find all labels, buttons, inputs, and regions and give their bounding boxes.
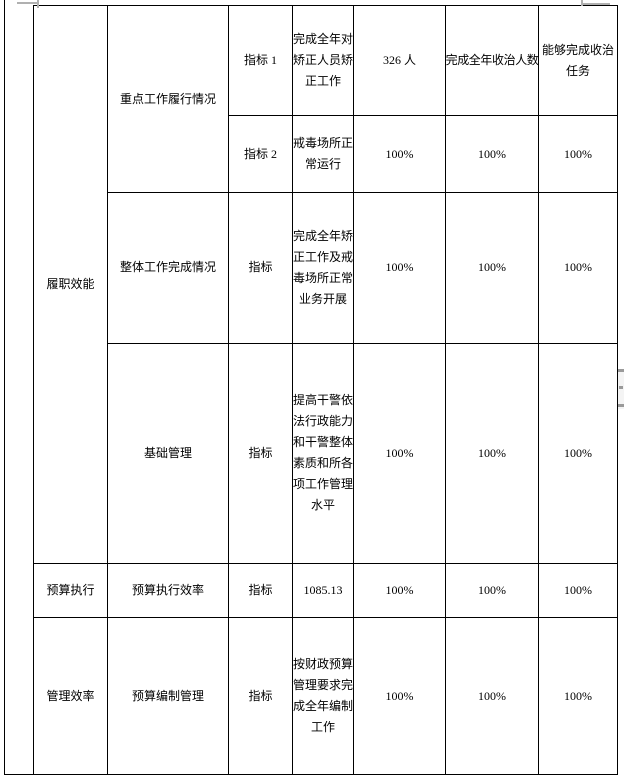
col-line-3: [292, 5, 293, 775]
row-line-3: [107, 343, 618, 344]
table-right-border: [617, 5, 618, 775]
page-corner-mark-topright-h: [582, 3, 610, 5]
scrollbar-thumb[interactable]: [618, 369, 624, 409]
value-cell: 100%: [564, 445, 592, 460]
col-line-4: [353, 5, 354, 775]
value-cell: 100%: [478, 146, 506, 161]
table-bottom-border: [4, 774, 618, 775]
row-line-1: [228, 115, 618, 116]
indicator-cell: 指标: [248, 445, 273, 460]
table-top-border: [33, 5, 618, 6]
subitem-cell: 预算编制管理: [131, 688, 204, 703]
indicator-cell: 指标: [248, 688, 273, 703]
row-line-5: [33, 617, 618, 618]
indicator-cell: 指标: [248, 582, 273, 597]
description-cell: 戒毒场所正 常运行: [293, 136, 354, 171]
description-cell: 完成全年对 矫正人员矫 正工作: [293, 32, 354, 88]
value-cell: 100%: [564, 146, 592, 161]
value-cell: 100%: [385, 582, 414, 597]
value-cell: 完成全年收治人数: [445, 53, 539, 67]
row-line-2: [107, 192, 618, 193]
scrollbar-tick-bottom: [618, 404, 624, 407]
outer-left-rule: [4, 0, 5, 775]
value-cell: 326 人: [382, 53, 416, 67]
col-line-5: [445, 5, 446, 775]
subitem-cell: 整体工作完成情况: [119, 260, 216, 274]
value-cell: 100%: [478, 445, 506, 460]
value-cell: 100%: [385, 688, 414, 703]
subitem-cell: 预算执行效率: [131, 582, 204, 597]
page-corner-mark-topleft-h: [17, 2, 39, 4]
scrollbar-tick-top: [618, 369, 624, 372]
page-corner-mark-topleft-v: [37, 0, 39, 8]
value-cell: 100%: [385, 445, 414, 460]
value-cell: 100%: [385, 260, 414, 274]
value-cell: 100%: [478, 582, 506, 597]
value-cell: 100%: [564, 260, 592, 274]
indicator-cell: 指标: [248, 260, 273, 274]
col-line-1: [107, 5, 108, 775]
scrollbar-grip: [619, 386, 623, 389]
value-cell: 100%: [564, 688, 592, 703]
subitem-cell: 基础管理: [143, 445, 192, 460]
subitem-cell: 重点工作履行情况: [119, 91, 216, 106]
page-corner-mark-topright-v: [581, 0, 583, 6]
description-cell: 1085.13: [303, 582, 343, 597]
table-left-border: [33, 5, 34, 775]
group-cell-budget-execution: 预算执行: [46, 583, 95, 597]
value-cell: 100%: [478, 260, 506, 274]
col-line-2: [228, 5, 229, 775]
value-cell: 100%: [478, 688, 506, 703]
group-cell-management-efficiency: 管理效率: [46, 688, 95, 703]
indicator-cell: 指标 1: [243, 53, 277, 67]
group-cell-performance: 履职效能: [46, 277, 95, 291]
description-cell: 提高干警依 法行政能力 和干警整体 素质和所各 项工作管理 水平: [293, 393, 354, 512]
value-cell: 能够完成收治 任务: [541, 42, 614, 78]
indicator-cell: 指标 2: [243, 146, 277, 161]
description-cell: 按财政预算 管理要求完 成全年编制 工作: [293, 657, 354, 734]
value-cell: 100%: [564, 582, 592, 597]
col-line-6: [538, 5, 539, 775]
row-line-4: [33, 563, 618, 564]
value-cell: 100%: [385, 146, 414, 161]
description-cell: 完成全年矫 正工作及戒 毒场所正常 业务开展: [293, 228, 354, 306]
